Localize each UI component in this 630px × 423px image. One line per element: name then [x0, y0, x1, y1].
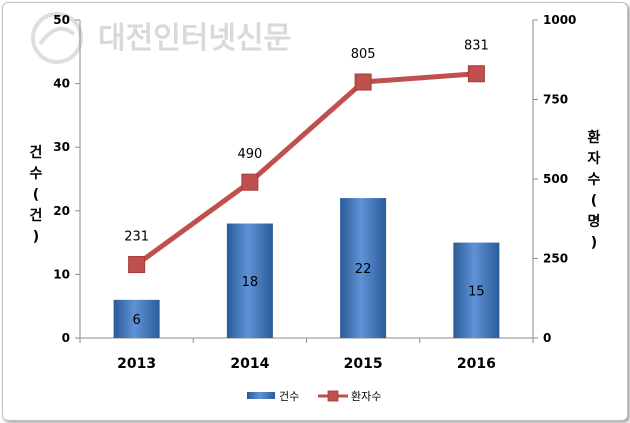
y-right-ticks: 0 250 500 750 1000: [533, 13, 576, 345]
x-tick-label: 2016: [457, 356, 496, 372]
line-point-marker: [354, 73, 372, 91]
bar: [226, 223, 273, 338]
y-right-tick-label: 500: [543, 172, 568, 186]
y-right-tick-label: 1000: [543, 13, 576, 27]
legend-line-label: 환자수: [351, 390, 381, 403]
x-tick-label: 2014: [230, 356, 269, 372]
watermark: 대전인터넷신문: [31, 12, 291, 64]
bar: [453, 242, 500, 338]
x-tick-label: 2015: [344, 356, 383, 372]
bar-value-label: 18: [242, 275, 259, 290]
legend-bar-label: 건수: [279, 390, 299, 403]
y-left-tick-label: 40: [53, 77, 70, 91]
line-point-marker: [467, 65, 485, 83]
watermark-logo: [31, 12, 83, 64]
line-value-label: 805: [351, 47, 376, 62]
y-left-axis-title: 건 수(건): [30, 144, 43, 245]
bar: [340, 198, 387, 338]
series-line: [135, 71, 477, 267]
legend-bar-swatch: [247, 392, 275, 399]
x-tick-label: 2013: [117, 356, 156, 372]
y-left-tick-label: 20: [53, 204, 70, 218]
watermark-text: 대전인터넷신문: [98, 21, 291, 56]
bar-value-label: 6: [132, 313, 140, 328]
line-point-marker: [128, 256, 146, 274]
line-value-label: 231: [124, 230, 149, 245]
bar: [113, 299, 160, 338]
y-right-tick-label: 250: [543, 252, 568, 266]
y-right-axis-title: 환 자 수(명): [588, 129, 601, 251]
bar-value-label: 22: [355, 262, 372, 277]
legend: 건수 환자수: [247, 390, 381, 403]
y-right-tick-label: 750: [543, 93, 568, 107]
legend-line-marker: [327, 390, 339, 402]
y-left-tick-label: 10: [53, 267, 70, 281]
line-value-label: 490: [237, 147, 262, 162]
y-right-tick-label: 0: [543, 331, 551, 345]
y-left-tick-label: 50: [53, 13, 70, 27]
bar-series: 6 18 22 15: [113, 198, 500, 338]
x-tick-labels: 2013 2014 2015 2016: [79, 338, 534, 372]
line-series: 231 490 805 831: [124, 39, 489, 274]
y-left-tick-label: 0: [62, 331, 70, 345]
line-value-label: 831: [464, 39, 489, 54]
bar-value-label: 15: [468, 284, 485, 299]
line-point-marker: [241, 173, 259, 191]
y-left-ticks: 0 10 20 30 40 50: [53, 13, 80, 345]
y-left-tick-label: 30: [53, 140, 70, 154]
